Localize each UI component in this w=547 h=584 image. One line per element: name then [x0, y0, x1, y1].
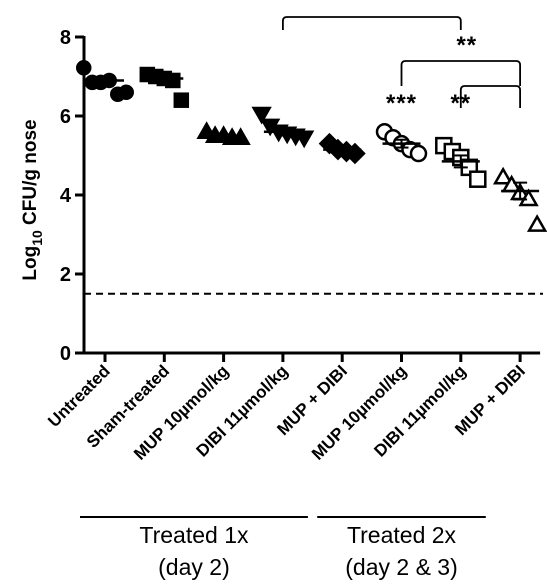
y-axis: 0 2 4 6 8 Log10 CFU/g nose — [20, 27, 86, 365]
y-tick-label: 2 — [60, 264, 71, 286]
group-label-line2: (day 2 & 3) — [345, 554, 458, 580]
y-axis-title-rest: CFU/g nose — [20, 119, 41, 230]
comparison-bracket — [459, 85, 521, 108]
data-point — [492, 166, 514, 185]
y-axis-title-subscript: 10 — [29, 230, 45, 246]
y-tick-label: 4 — [60, 185, 72, 207]
comparison-bracket — [282, 16, 462, 30]
data-point — [469, 170, 487, 188]
data-point — [518, 188, 539, 207]
group-label-line2: (day 2) — [158, 554, 230, 580]
y-axis-title-main: Log — [20, 246, 41, 281]
data-point — [76, 60, 92, 76]
y-tick-label: 8 — [60, 27, 71, 49]
data-point — [293, 130, 315, 149]
data-point — [526, 214, 547, 232]
data-point — [251, 106, 272, 125]
group-label-line1: Treated 2x — [347, 522, 457, 548]
mean-sem-bars — [86, 72, 540, 201]
data-point — [409, 144, 428, 163]
data-point — [165, 72, 181, 89]
treatment-group-labels: Treated 1x (day 2) Treated 2x (day 2 & 3) — [80, 516, 486, 580]
bracket-stars: ** — [456, 32, 477, 59]
y-tick-label: 6 — [60, 106, 71, 128]
data-point — [118, 84, 134, 101]
group-label-line1: Treated 1x — [139, 522, 249, 548]
y-tick-label: 0 — [60, 343, 71, 365]
data-point — [173, 92, 190, 108]
significance-annotations: *** **** — [282, 16, 521, 117]
comparison-bracket — [400, 60, 521, 86]
significance-stars: *** — [386, 90, 417, 117]
y-axis-title: Log10 CFU/g nose — [20, 119, 45, 280]
